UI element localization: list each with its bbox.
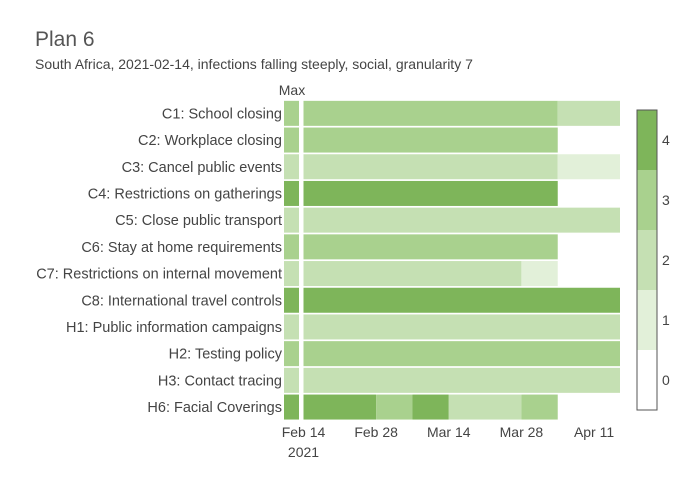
colorbar-tick-label: 0 bbox=[662, 372, 670, 388]
heatmap-cell bbox=[303, 341, 620, 367]
chart-subtitle: South Africa, 2021-02-14, infections fal… bbox=[35, 56, 473, 72]
heatmap-cell bbox=[303, 287, 620, 313]
x-tick-year-label: 2021 bbox=[288, 444, 319, 460]
max-cell bbox=[284, 207, 299, 233]
row-label: C3: Cancel public events bbox=[122, 160, 282, 176]
max-cell bbox=[284, 367, 299, 393]
heatmap-cell bbox=[448, 394, 522, 420]
heatmap-cell bbox=[303, 180, 558, 206]
max-cell bbox=[284, 127, 299, 153]
x-tick-label: Mar 14 bbox=[427, 424, 471, 440]
row-label: C5: Close public transport bbox=[115, 213, 282, 229]
heatmap-cell bbox=[376, 394, 413, 420]
colorbar-segment bbox=[637, 290, 657, 350]
max-cell bbox=[284, 261, 299, 287]
heatmap-cell bbox=[303, 367, 620, 393]
heatmap-cell bbox=[303, 394, 377, 420]
heatmap-cell bbox=[521, 261, 558, 287]
heatmap-cell bbox=[303, 154, 558, 180]
row-label: C1: School closing bbox=[162, 106, 282, 122]
chart-title: Plan 6 bbox=[35, 28, 95, 51]
heatmap-cell bbox=[303, 234, 558, 260]
row-label: H1: Public information campaigns bbox=[66, 320, 282, 336]
row-label: C7: Restrictions on internal movement bbox=[36, 267, 282, 283]
heatmap-cell bbox=[557, 100, 620, 126]
heatmap-cell bbox=[412, 394, 449, 420]
row-label: C4: Restrictions on gatherings bbox=[88, 186, 282, 202]
heatmap-cell bbox=[303, 100, 558, 126]
max-cell bbox=[284, 154, 299, 180]
colorbar-tick-label: 2 bbox=[662, 252, 670, 268]
heatmap-cell bbox=[557, 154, 620, 180]
heatmap-cell bbox=[521, 394, 558, 420]
max-cell bbox=[284, 394, 299, 420]
row-label: H6: Facial Coverings bbox=[147, 400, 282, 416]
colorbar-tick-label: 1 bbox=[662, 312, 670, 328]
heatmap-cell bbox=[303, 314, 620, 340]
row-label: C6: Stay at home requirements bbox=[81, 240, 282, 256]
x-tick-label: Feb 14 bbox=[282, 424, 326, 440]
heatmap-cell bbox=[303, 261, 522, 287]
colorbar-segment bbox=[637, 110, 657, 170]
max-cell bbox=[284, 234, 299, 260]
row-label: C2: Workplace closing bbox=[138, 133, 282, 149]
x-tick-label: Mar 28 bbox=[500, 424, 544, 440]
x-tick-label: Apr 11 bbox=[574, 424, 614, 440]
row-label: H2: Testing policy bbox=[169, 347, 283, 363]
row-label: C8: International travel controls bbox=[81, 293, 282, 309]
colorbar-border bbox=[636, 109, 658, 411]
colorbar-tick-label: 4 bbox=[662, 132, 670, 148]
colorbar-tick-label: 3 bbox=[662, 192, 670, 208]
heatmap-cell bbox=[303, 207, 620, 233]
max-cell bbox=[284, 341, 299, 367]
max-column-label: Max bbox=[279, 82, 305, 98]
max-cell bbox=[284, 314, 299, 340]
x-tick-label: Feb 28 bbox=[354, 424, 398, 440]
max-cell bbox=[284, 180, 299, 206]
row-label: H3: Contact tracing bbox=[158, 373, 282, 389]
max-cell bbox=[284, 100, 299, 126]
max-cell bbox=[284, 287, 299, 313]
colorbar-segment bbox=[637, 230, 657, 290]
colorbar-segment bbox=[637, 170, 657, 230]
colorbar-segment bbox=[637, 350, 657, 410]
heatmap-cell bbox=[303, 127, 558, 153]
